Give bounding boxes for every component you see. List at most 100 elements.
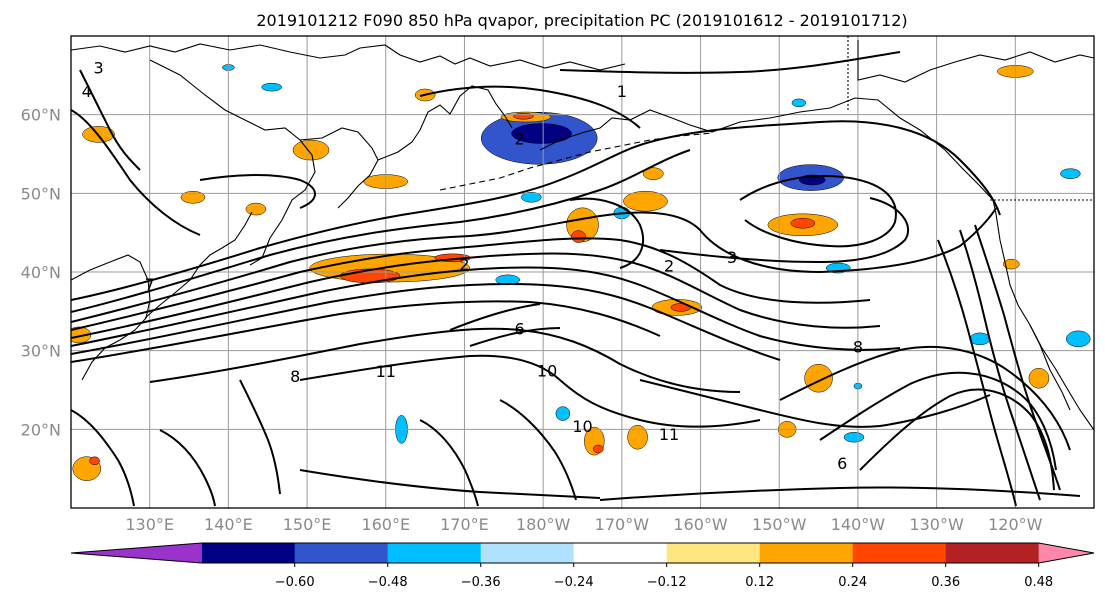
coastline-okhotsk bbox=[149, 59, 316, 266]
contour-label: 6 bbox=[514, 320, 524, 339]
colorbar-segment bbox=[387, 543, 482, 563]
precip-area bbox=[843, 431, 865, 443]
precip-area bbox=[790, 217, 816, 229]
qvapor-contours bbox=[71, 51, 1081, 507]
contour-label: 10 bbox=[572, 417, 592, 436]
precip-area bbox=[969, 332, 991, 346]
contour-labels: 12222334667881010111111121313131313 bbox=[77, 58, 863, 540]
colorbar-segment bbox=[852, 543, 947, 563]
precip-area bbox=[555, 406, 571, 421]
precip-area bbox=[1028, 367, 1050, 389]
precip-area bbox=[513, 112, 534, 120]
latitude-label: 40°N bbox=[21, 263, 61, 282]
precip-area bbox=[1098, 368, 1105, 388]
colorbar-tick-label: −0.48 bbox=[368, 575, 408, 590]
precip-area bbox=[261, 82, 282, 92]
contour-label: 6 bbox=[837, 454, 847, 473]
colorbar bbox=[70, 542, 1095, 564]
plot-title: 2019101212 F090 850 hPa qvapor, precipit… bbox=[256, 11, 907, 30]
contour-label: 4 bbox=[82, 82, 92, 101]
precip-area bbox=[1066, 330, 1091, 348]
latitude-label: 30°N bbox=[21, 342, 61, 361]
latitude-label: 20°N bbox=[21, 420, 61, 439]
coastline-japan bbox=[144, 211, 253, 319]
longitude-label: 140°E bbox=[204, 515, 253, 534]
precip-area bbox=[339, 268, 401, 284]
border-canada-us bbox=[847, 36, 1094, 201]
precip-area bbox=[592, 444, 604, 454]
coastlines bbox=[71, 36, 1094, 431]
graticule bbox=[71, 36, 1094, 508]
precip-area bbox=[791, 98, 807, 108]
contour-label: 3 bbox=[727, 248, 737, 267]
colorbar-segment bbox=[666, 543, 761, 563]
contour-label: 1 bbox=[617, 82, 627, 101]
precip-area bbox=[511, 123, 572, 144]
precip-area bbox=[180, 191, 206, 204]
longitude-label: 170°W bbox=[595, 515, 650, 534]
colorbar-extend-max bbox=[1038, 543, 1094, 563]
contour-label: 8 bbox=[290, 367, 300, 386]
colorbar-segment bbox=[294, 543, 389, 563]
precip-area bbox=[1060, 168, 1081, 179]
contour-label: 2 bbox=[664, 257, 674, 276]
contour-label: 2 bbox=[459, 255, 469, 274]
map-plot-area: 12222334667881010111111121313131313 bbox=[71, 36, 1105, 540]
contour-label: 2 bbox=[514, 129, 524, 148]
longitude-label: 130°W bbox=[909, 515, 964, 534]
colorbar-segment bbox=[201, 543, 296, 563]
longitude-label: 120°W bbox=[988, 515, 1043, 534]
longitude-tick-labels: 130°E 140°E 150°E 160°E 170°E 180°W 170°W 160°W… bbox=[125, 515, 1042, 534]
coastline-baja bbox=[1029, 324, 1071, 411]
latitude-tick-labels: 60°N 50°N 40°N 30°N 20°N bbox=[21, 106, 61, 440]
colorbar-segment bbox=[573, 543, 668, 563]
longitude-label: 150°E bbox=[283, 515, 332, 534]
contour-label: 10 bbox=[537, 361, 557, 380]
coastline-canada-north bbox=[857, 40, 1094, 83]
colorbar-tick-label: −0.12 bbox=[647, 575, 687, 590]
longitude-label: 170°E bbox=[440, 515, 489, 534]
longitude-label: 160°E bbox=[361, 515, 410, 534]
precip-area bbox=[71, 326, 92, 344]
precip-area bbox=[571, 230, 586, 243]
colorbar-tick-label: −0.36 bbox=[461, 575, 501, 590]
precip-area bbox=[292, 139, 330, 161]
longitude-label: 180°W bbox=[516, 515, 571, 534]
contour-label: 8 bbox=[853, 338, 863, 357]
coastline-kamchatka bbox=[299, 127, 379, 209]
longitude-label: 150°W bbox=[752, 515, 807, 534]
colorbar-extend-min bbox=[71, 543, 202, 563]
colorbar-tick-label: 0.24 bbox=[838, 575, 867, 590]
colorbar-segment bbox=[945, 543, 1040, 563]
longitude-label: 130°E bbox=[125, 515, 174, 534]
longitude-label: 160°W bbox=[673, 515, 728, 534]
precip-area bbox=[89, 456, 100, 466]
colorbar-tick-label: 0.36 bbox=[931, 575, 960, 590]
contour-label: 11 bbox=[77, 521, 97, 540]
contour-label: 11 bbox=[376, 362, 396, 381]
colorbar-tick-labels: −0.60 −0.48 −0.36 −0.24 −0.12 0.12 0.24 0.36 0.4… bbox=[275, 563, 1053, 590]
colorbar-tick-label: 0.12 bbox=[745, 575, 774, 590]
precip-area bbox=[623, 190, 668, 212]
contour-label: 7 bbox=[145, 275, 155, 294]
colorbar-tick-label: −0.60 bbox=[275, 575, 315, 590]
map-frame bbox=[70, 35, 1095, 509]
precip-area bbox=[627, 424, 648, 450]
precip-area bbox=[245, 202, 267, 216]
colorbar-outline bbox=[70, 542, 1095, 564]
longitude-label: 140°W bbox=[831, 515, 886, 534]
colorbar-tick-label: −0.24 bbox=[554, 575, 594, 590]
contour-label: 3 bbox=[93, 58, 103, 77]
colorbar-tick-label: 0.48 bbox=[1024, 575, 1053, 590]
colorbar-segment bbox=[480, 543, 575, 563]
coastline-alaska bbox=[539, 97, 997, 215]
coastline-siberia-north bbox=[71, 43, 626, 71]
contour-label: 11 bbox=[659, 425, 679, 444]
latitude-label: 60°N bbox=[21, 106, 61, 125]
coastline-bering bbox=[377, 85, 513, 161]
precip-area bbox=[804, 363, 833, 393]
latitude-label: 50°N bbox=[21, 184, 61, 203]
precip-area bbox=[643, 167, 664, 180]
colorbar-segment bbox=[759, 543, 854, 563]
